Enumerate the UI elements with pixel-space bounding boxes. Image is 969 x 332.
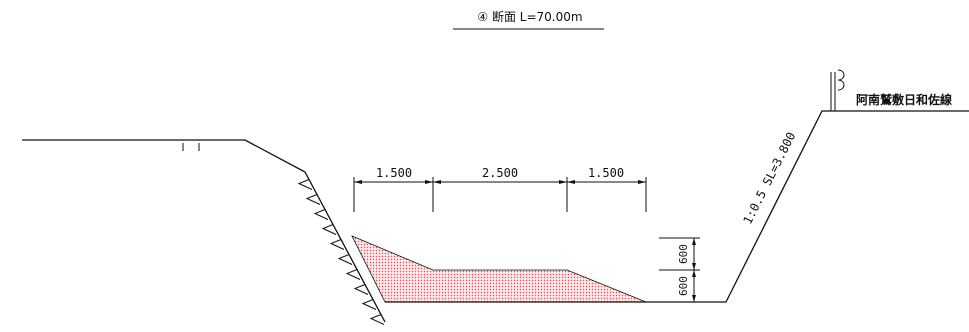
vdim-label-lower: 600 [677, 276, 690, 296]
dim-arrows [354, 180, 646, 184]
dim-label-1: 1.500 [376, 166, 412, 180]
guard-post-icon [830, 69, 845, 111]
left-ground-line [22, 139, 386, 323]
slope-label: 1:0.5 SL=3.800 [740, 130, 798, 227]
wall-hatch-mark [305, 194, 321, 205]
wall-hatch-mark [345, 269, 361, 280]
dim-label-2: 2.500 [482, 166, 518, 180]
road-label: 阿南鷲敷日和佐線 [856, 92, 952, 107]
wall-hatch-mark [297, 179, 313, 190]
section-title: ④ 断面 L=70.00m [477, 9, 582, 24]
vdim-arrows [692, 238, 696, 302]
wall-hatch-mark [369, 314, 385, 325]
wall-hatch-mark [329, 239, 345, 250]
fill-area [351, 235, 647, 303]
wall-hatch-mark [361, 299, 377, 310]
wall-hatch-mark [353, 284, 369, 295]
wall-hatch-mark [337, 254, 353, 265]
wall-hatch-mark [321, 224, 337, 235]
wall-hatch-mark [313, 209, 329, 220]
wall-hatching [297, 179, 385, 325]
dim-label-3: 1.500 [588, 166, 624, 180]
bottom-and-right-slope [385, 110, 969, 303]
vdim-label-upper: 600 [677, 244, 690, 264]
